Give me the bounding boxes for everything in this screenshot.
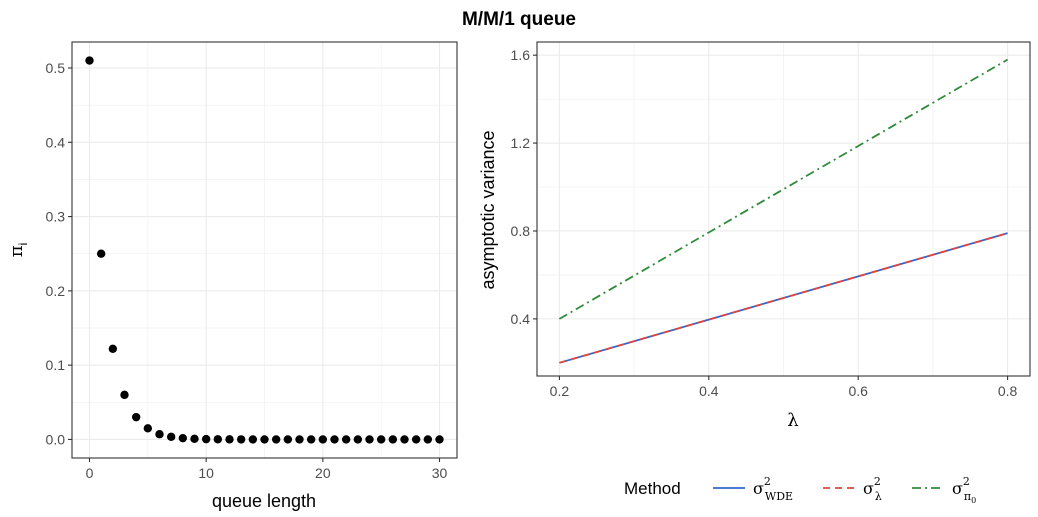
legend: Method σ2 WDE σ2 λ σ2 π0 [624,475,976,505]
right-gridlines [537,42,1030,376]
series-line-2 [559,232,1008,364]
left-x-tick-label: 0 [86,465,94,481]
scatter-point [318,435,328,444]
scatter-point [178,433,188,443]
scatter-point [306,435,316,444]
legend-title: Method [624,479,681,498]
scatter-point [190,434,199,444]
scatter-point [143,424,153,433]
legend-label-2: σ2 λ [863,475,882,503]
right-x-axis-title: λ [787,410,798,431]
scatter-point [283,435,293,444]
scatter-point [85,56,94,65]
left-y-tick-label: 0.4 [46,134,66,150]
left-gridlines [72,42,457,458]
left-panel: 0 10 20 30 0.0 0.1 0.2 0.3 0.4 0.5 queue length π… [6,41,458,511]
right-plot-border [536,41,1031,377]
scatter-point [131,412,141,422]
right-x-tick-label: 0.4 [699,383,719,399]
left-y-tick-label: 0.2 [46,283,66,299]
legend-label-3: σ2 π0 [952,475,976,505]
right-panel: 0.2 0.4 0.6 0.8 0.4 0.8 1.2 1.6 λ asymptotic va… [478,41,1031,431]
right-y-tick-label: 0.8 [511,223,531,239]
left-points [85,56,444,444]
right-y-tick-label: 1.6 [511,47,531,63]
scatter-point [388,435,398,444]
left-y-axis-symbol: π [6,245,27,257]
scatter-point [423,435,433,444]
scatter-point [353,435,363,444]
scatter-point [271,435,281,444]
scatter-point [120,390,129,400]
left-y-axis-title: πi [6,243,30,258]
scatter-point [166,432,176,442]
scatter-point [341,435,351,444]
right-series-lines [558,58,1009,364]
scatter-point [376,435,386,444]
scatter-point [260,435,269,444]
left-y-tick-label: 0.0 [46,431,66,447]
figure-title: M/M/1 queue [462,9,576,30]
legend-label-1: σ2 WDE [753,475,793,503]
right-y-axis-title: asymptotic variance [478,130,498,289]
left-ticks: 0 10 20 30 0.0 0.1 0.2 0.3 0.4 0.5 [46,60,448,481]
scatter-point [155,430,164,439]
left-x-tick-label: 10 [198,465,214,481]
scatter-point [411,435,421,444]
scatter-point [365,435,374,444]
scatter-point [213,435,223,444]
left-y-tick-label: 0.5 [46,60,66,76]
right-x-tick-label: 0.8 [998,383,1018,399]
right-y-tick-label: 0.4 [511,311,531,327]
scatter-point [96,249,106,258]
left-y-axis-subscript: i [16,243,30,246]
scatter-point [400,435,409,444]
scatter-point [108,344,118,353]
right-ticks: 0.2 0.4 0.6 0.8 0.4 0.8 1.2 1.6 [511,47,1018,399]
scatter-point [435,435,444,444]
left-x-tick-label: 20 [315,465,331,481]
scatter-point [295,435,304,444]
scatter-point [236,435,246,444]
right-x-tick-label: 0.2 [550,383,570,399]
scatter-point [225,435,234,444]
left-y-tick-label: 0.1 [46,357,66,373]
scatter-point [248,435,258,444]
series-line-3 [558,58,1009,320]
right-y-tick-label: 1.2 [511,135,531,151]
left-x-tick-label: 30 [432,465,448,481]
scatter-point [201,434,211,444]
left-plot-border [71,41,458,459]
left-x-axis-title: queue length [212,491,316,511]
left-y-tick-label: 0.3 [46,209,66,225]
right-x-tick-label: 0.6 [848,383,868,399]
scatter-point [330,435,339,444]
